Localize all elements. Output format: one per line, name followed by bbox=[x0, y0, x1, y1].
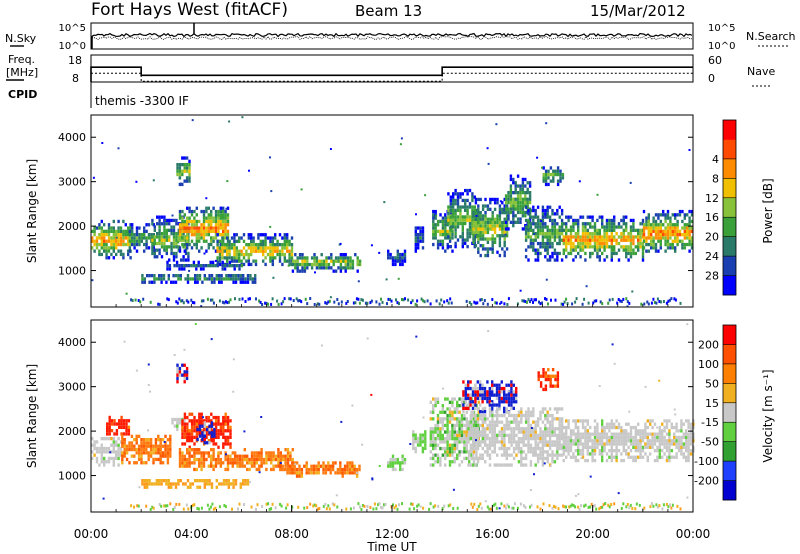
power-colorbar-label: Power [dB] bbox=[761, 178, 775, 243]
x-axis-label: Time UT bbox=[366, 540, 417, 554]
velocity-colorbar-swatch bbox=[723, 383, 736, 404]
velocity-colorbar-tick: 50 bbox=[705, 377, 719, 390]
velocity-y-axis-label: Slant Range [km] bbox=[25, 364, 39, 468]
power-colorbar-tick: 24 bbox=[705, 250, 719, 263]
velocity-colorbar-swatch bbox=[723, 480, 736, 501]
velocity-colorbar-tick: 200 bbox=[698, 338, 719, 351]
power-colorbar-swatch bbox=[723, 275, 736, 296]
power-y-tick-label: 3000 bbox=[58, 176, 86, 189]
power-y-tick-label: 1000 bbox=[58, 265, 86, 278]
velocity-panel: 1000 2000 3000 4000 00:00 04:00 08:00 12:00 16:… bbox=[25, 304, 775, 554]
velocity-colorbar-tick: -200 bbox=[694, 475, 719, 488]
velocity-colorbar-tick: -15 bbox=[701, 416, 719, 429]
nave-step-line bbox=[91, 72, 693, 82]
freq-label-line1: Freq. bbox=[8, 53, 35, 66]
power-colorbar-tick: 4 bbox=[712, 153, 719, 166]
power-y-tick-label: 4000 bbox=[58, 131, 86, 144]
x-tick-label: 00:00 bbox=[676, 527, 711, 541]
power-colorbar-tick: 8 bbox=[712, 172, 719, 185]
cpid-program: themis -3300 IF bbox=[95, 94, 189, 108]
freq-step-line bbox=[90, 66, 693, 82]
velocity-colorbar-swatch bbox=[723, 422, 736, 442]
power-colorbar-swatch bbox=[723, 217, 736, 237]
velocity-colorbar-swatch bbox=[723, 344, 736, 365]
power-colorbar-tick: 16 bbox=[705, 211, 719, 224]
velocity-colorbar-tick: 15 bbox=[705, 397, 719, 410]
noise-tick-right-top: 10^5 bbox=[708, 23, 735, 34]
noise-panel: N.Sky 10^5 10^0 10^5 10^0 N.Search bbox=[5, 22, 796, 52]
velocity-colorbar-swatch bbox=[723, 461, 736, 481]
nave-tick-bottom: 0 bbox=[708, 72, 715, 85]
radar-title: Fort Hays West (fitACF) bbox=[91, 0, 288, 20]
velocity-y-tick-label: 2000 bbox=[58, 425, 86, 438]
noise-search-label: N.Search bbox=[746, 30, 796, 43]
power-colorbar-swatch bbox=[723, 236, 736, 257]
noise-sky-label: N.Sky bbox=[5, 32, 37, 45]
velocity-colorbar-swatch bbox=[723, 325, 736, 345]
noise-tick-left-top: 10^5 bbox=[59, 23, 86, 34]
freq-tick-bottom: 8 bbox=[72, 72, 79, 85]
nave-tick-top: 60 bbox=[708, 54, 722, 67]
power-colorbar-swatch bbox=[723, 139, 736, 160]
velocity-colorbar-tick: -100 bbox=[694, 455, 719, 468]
power-y-tick-label: 2000 bbox=[58, 220, 86, 233]
freq-panel: Freq. [MHz] 18 8 60 0 Nave bbox=[6, 53, 775, 87]
x-tick-label: 04:00 bbox=[174, 527, 209, 541]
power-panel: 1000 2000 3000 4000 Slant Range [km] 4 8 12 16… bbox=[25, 114, 775, 308]
velocity-y-tick-label: 4000 bbox=[58, 336, 86, 349]
beam-label: Beam 13 bbox=[355, 2, 422, 20]
velocity-colorbar-swatch bbox=[723, 402, 736, 423]
date-label: 15/Mar/2012 bbox=[590, 2, 686, 20]
velocity-colorbar-tick: 100 bbox=[698, 358, 719, 371]
power-colorbar-swatch bbox=[723, 197, 736, 218]
cpid-label: CPID bbox=[8, 88, 37, 101]
x-tick-label: 08:00 bbox=[274, 527, 309, 541]
x-tick-label: 00:00 bbox=[74, 527, 109, 541]
velocity-colorbar-tick: -50 bbox=[701, 436, 719, 449]
x-tick-label: 20:00 bbox=[575, 527, 610, 541]
cpid-row: CPID themis -3300 IF bbox=[8, 82, 189, 108]
freq-tick-top: 18 bbox=[68, 54, 82, 67]
noise-tick-left-bottom: 10^0 bbox=[59, 41, 86, 52]
noise-tick-right-bottom: 10^0 bbox=[708, 41, 735, 52]
velocity-data bbox=[91, 323, 695, 511]
power-colorbar-swatch bbox=[723, 178, 736, 199]
noise-search-trace bbox=[91, 35, 693, 41]
freq-label-line2: [MHz] bbox=[6, 66, 38, 79]
power-colorbar-swatch bbox=[723, 256, 736, 276]
velocity-colorbar-swatch bbox=[723, 441, 736, 462]
x-tick-label: 12:00 bbox=[375, 527, 410, 541]
power-colorbar-swatch bbox=[723, 120, 736, 140]
x-tick-label: 16:00 bbox=[475, 527, 510, 541]
power-colorbar-tick: 12 bbox=[705, 192, 719, 205]
velocity-colorbar-label: Velocity [m s⁻¹] bbox=[761, 369, 775, 462]
power-colorbar-tick: 20 bbox=[705, 231, 719, 244]
power-data bbox=[91, 116, 694, 308]
nave-label: Nave bbox=[747, 65, 775, 78]
velocity-y-tick-label: 1000 bbox=[58, 470, 86, 483]
power-colorbar-swatch bbox=[723, 158, 736, 179]
power-y-axis-label: Slant Range [km] bbox=[25, 159, 39, 263]
noise-sky-trace bbox=[91, 32, 693, 38]
velocity-y-tick-label: 3000 bbox=[58, 381, 86, 394]
power-colorbar-tick: 28 bbox=[705, 270, 719, 283]
velocity-colorbar-swatch bbox=[723, 363, 736, 384]
